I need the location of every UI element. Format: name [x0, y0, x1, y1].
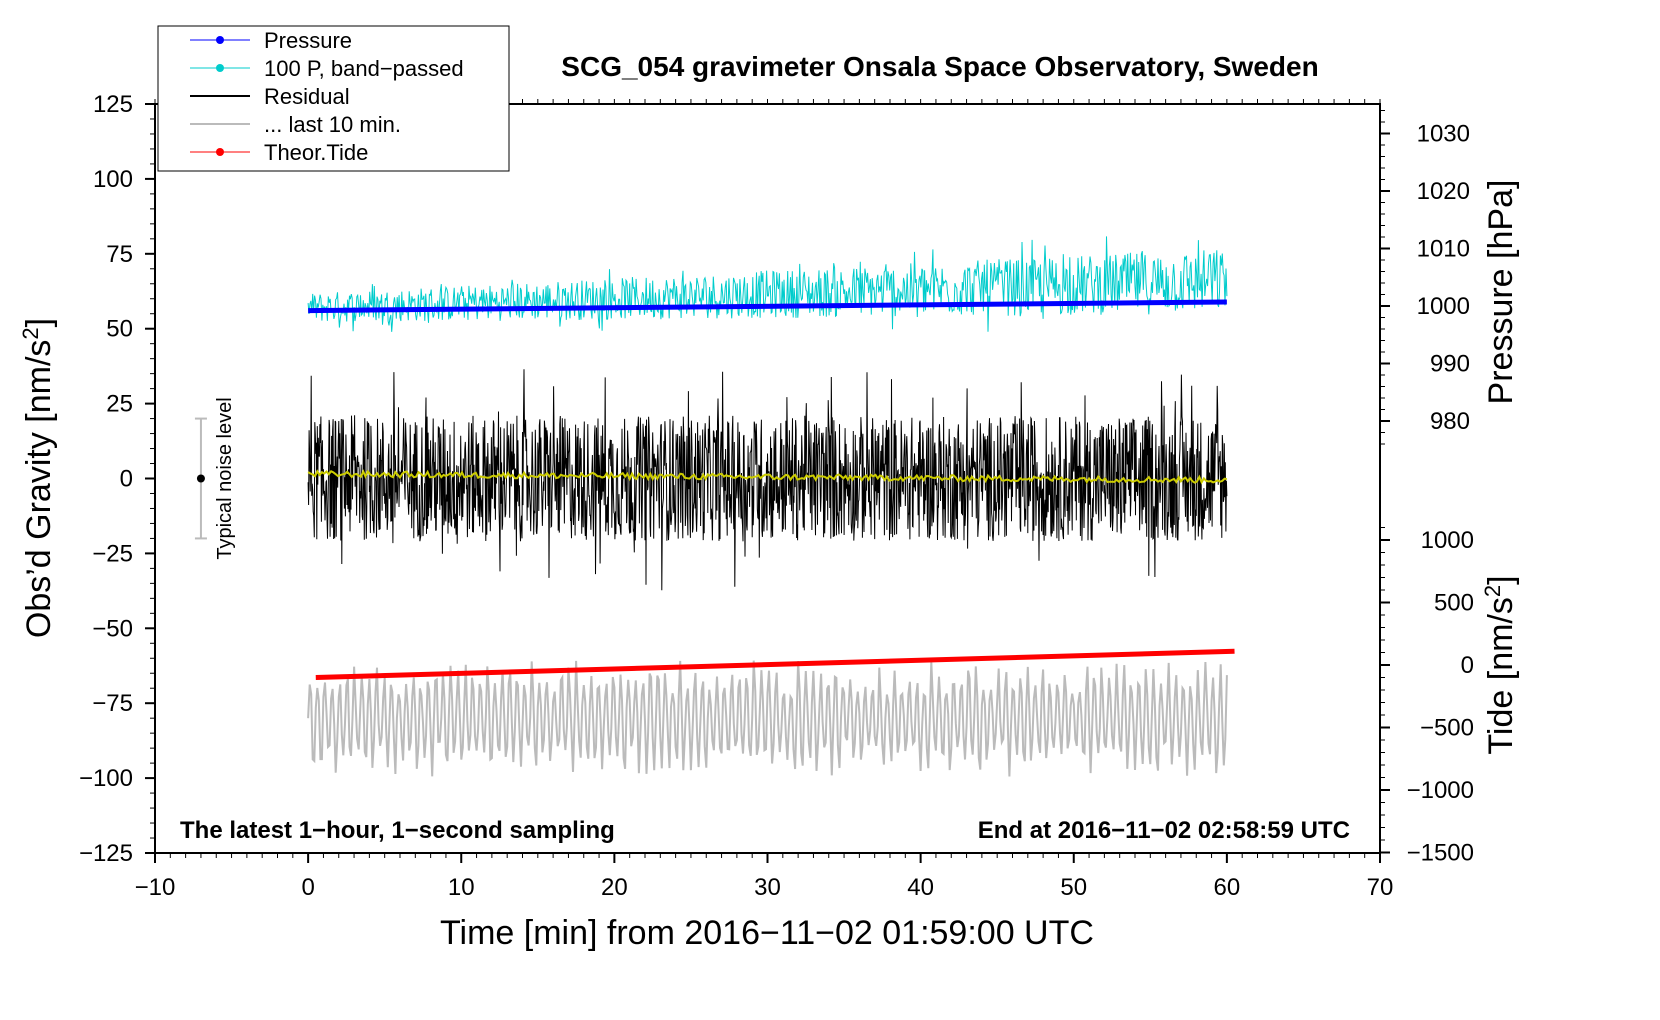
chart-title: SCG_054 gravimeter Onsala Space Observat… [561, 51, 1318, 82]
x-tick-label: 60 [1214, 874, 1241, 901]
pressure-tick-label: 1000 [1417, 293, 1470, 320]
legend-marker [216, 148, 224, 156]
y-axis-title-left: Obs’d Gravity [nm/s2] [18, 318, 58, 638]
y-tick-label: 75 [106, 241, 133, 268]
pressure-tick-label: 1010 [1417, 236, 1470, 263]
tide-tick-label: 0 [1461, 652, 1474, 679]
y-tick-label: −75 [92, 690, 133, 717]
series-residual-smoothed [307, 469, 1228, 485]
series-pressure [308, 299, 1227, 314]
ticks-layer: −10 0 10 20 30 40 50 60 701251007550250−25−50−75… [79, 91, 1474, 901]
x-tick-label: −10 [135, 874, 176, 901]
legend-label: Theor.Tide [264, 140, 368, 165]
y-tick-label: 25 [106, 391, 133, 418]
annotation-end-time: End at 2016−11−02 02:58:59 UTC [978, 817, 1350, 844]
x-tick-label: 40 [907, 874, 934, 901]
legend: Pressure 100 P, band−passed Residual ... la… [157, 25, 510, 172]
noise-dot [196, 474, 205, 483]
x-tick-label: 50 [1060, 874, 1087, 901]
y-tick-label: 100 [93, 166, 133, 193]
legend-label: ... last 10 min. [264, 112, 401, 137]
legend-label: Residual [264, 84, 350, 109]
x-tick-label: 10 [448, 874, 475, 901]
series-layer [307, 236, 1235, 777]
series-band-passed-pressure [307, 236, 1228, 332]
series-theor-tide [315, 648, 1235, 680]
series-residual [307, 369, 1228, 591]
legend-box [157, 25, 510, 172]
pressure-tick-label: 1030 [1417, 121, 1470, 148]
tide-tick-label: −1500 [1407, 840, 1474, 867]
x-tick-label: 20 [601, 874, 628, 901]
annotation-sampling: The latest 1−hour, 1−second sampling [180, 817, 615, 844]
tide-tick-label: 1000 [1421, 527, 1474, 554]
tide-tick-label: −1000 [1407, 777, 1474, 804]
series-last-10-min [307, 660, 1228, 777]
y-tick-label: 125 [93, 91, 133, 118]
y-tick-label: 0 [120, 466, 133, 493]
x-tick-label: 30 [754, 874, 781, 901]
y-tick-label: −100 [79, 765, 133, 792]
legend-label: Pressure [264, 28, 352, 53]
pressure-tick-label: 990 [1430, 351, 1470, 378]
y-tick-label: −50 [92, 615, 133, 642]
x-tick-label: 0 [301, 874, 314, 901]
y-tick-label: −25 [92, 540, 133, 567]
noise-label: Typical noise level [214, 397, 236, 559]
legend-marker [216, 64, 224, 72]
y-axis-title-tide: Tide [nm/s2] [1480, 575, 1520, 754]
pressure-tick-label: 980 [1430, 408, 1470, 435]
pressure-tick-label: 1020 [1417, 178, 1470, 205]
legend-label: 100 P, band−passed [264, 56, 464, 81]
x-tick-label: 70 [1367, 874, 1394, 901]
y-axis-title-pressure: Pressure [hPa] [1482, 180, 1520, 405]
tide-tick-label: −500 [1420, 715, 1474, 742]
x-axis-title: Time [min] from 2016−11−02 01:59:00 UTC [440, 914, 1094, 952]
tide-tick-label: 500 [1434, 590, 1474, 617]
legend-marker [216, 36, 224, 44]
y-tick-label: 50 [106, 316, 133, 343]
noise-level-indicator: Typical noise level [194, 397, 236, 560]
y-tick-label: −125 [79, 840, 133, 867]
